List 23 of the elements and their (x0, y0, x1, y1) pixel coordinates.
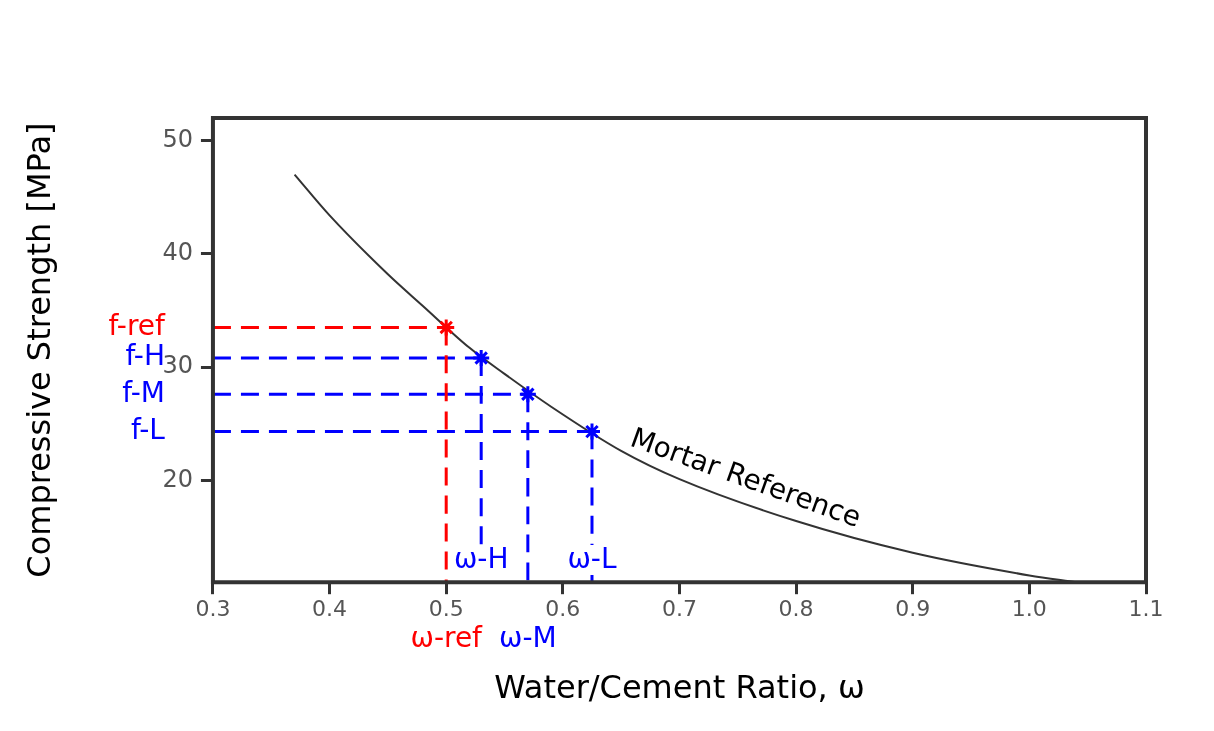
x-tick-label: 0.5 (428, 596, 464, 622)
annotation: ω-L (567, 542, 617, 576)
annotation: f-M (122, 375, 165, 409)
x-axis-title: Water/Cement Ratio, ω (494, 668, 865, 707)
y-tick-label: 40 (162, 238, 193, 267)
x-tick-label: 0.6 (545, 596, 581, 622)
x-tick-label: 1.0 (1011, 596, 1047, 622)
annotation: ω-ref (410, 621, 484, 655)
annotation: f-ref (108, 308, 167, 342)
annotation: ω-H (453, 542, 509, 576)
annotation: f-L (130, 412, 166, 446)
annotation: f-H (125, 339, 165, 373)
x-tick-label: 0.3 (195, 596, 231, 622)
y-axis-title: Compressive Strength [MPa] (19, 122, 58, 578)
x-tick-label: 1.1 (1128, 596, 1164, 622)
annotation: ω-M (498, 621, 557, 655)
y-tick-label: 50 (162, 124, 193, 153)
y-tick-label: 30 (162, 351, 193, 380)
x-tick-label: 0.8 (778, 596, 814, 622)
x-tick-label: 0.7 (661, 596, 697, 622)
y-tick-label: 20 (162, 464, 193, 493)
x-tick-label: 0.4 (312, 596, 348, 622)
x-tick-label: 0.9 (895, 596, 931, 622)
